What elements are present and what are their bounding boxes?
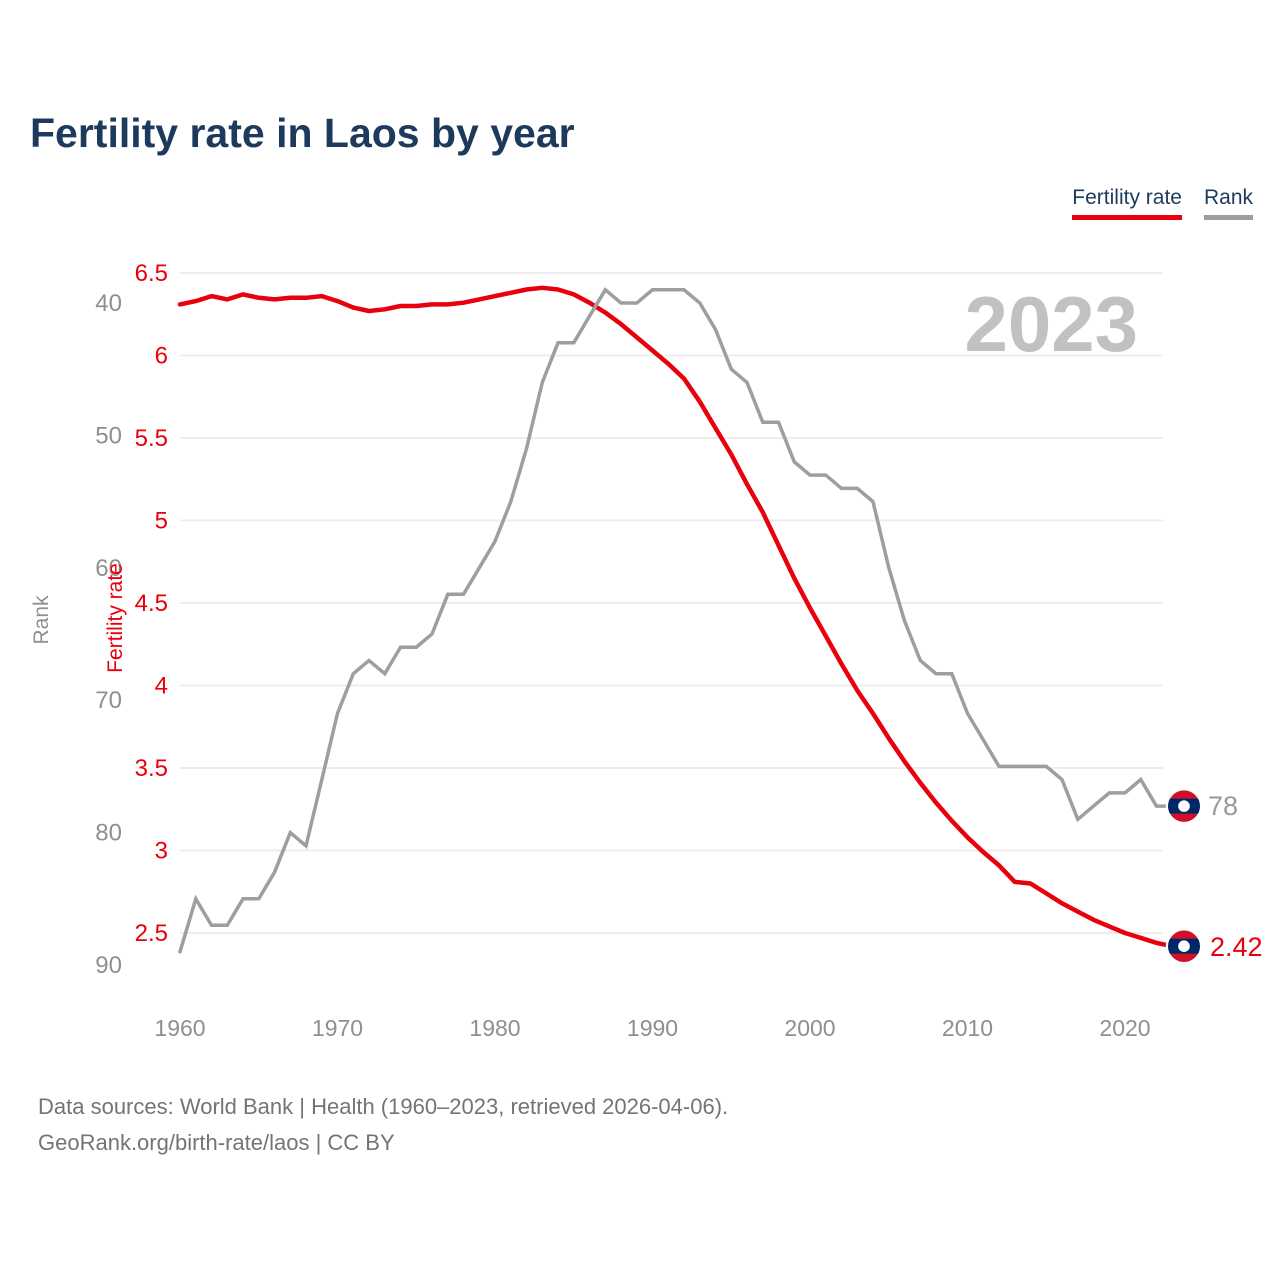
chart-grid: [180, 272, 1163, 934]
year-tick-label: 1960: [154, 1015, 205, 1041]
fertility-tick-label: 2.5: [135, 920, 168, 947]
rank-axis-title: Rank: [30, 595, 53, 645]
year-tick-label: 1970: [312, 1015, 363, 1041]
rank-tick-label: 50: [95, 422, 122, 449]
rank-tick-label: 60: [95, 555, 122, 582]
fertility-axis-title: Fertility rate: [104, 563, 127, 673]
legend: Fertility rate Rank: [1072, 186, 1253, 220]
laos-flag-icon: [1165, 927, 1203, 965]
fertility-line[interactable]: [177, 285, 1175, 949]
watermark-year: 2023: [964, 280, 1138, 368]
series-layer: [177, 285, 1175, 954]
footer: Data sources: World Bank | Health (1960–…: [38, 1089, 728, 1161]
footer-attribution: GeoRank.org/birth-rate/laos | CC BY: [38, 1130, 395, 1155]
fertility-tick-label: 5: [155, 508, 168, 535]
footer-data-sources: Data sources: World Bank | Health (1960–…: [38, 1094, 729, 1119]
rank-tick-label: 40: [95, 290, 122, 317]
year-tick-label: 2000: [784, 1015, 835, 1041]
year-tick-label: 1980: [469, 1015, 520, 1041]
fertility-tick-label: 6: [155, 343, 168, 370]
fertility-tick-label: 4: [155, 673, 168, 700]
flag-white-disc: [1178, 940, 1190, 952]
fertility-tick-label: 4.5: [135, 590, 168, 617]
axis-tick-labels: 6.5 6 5.5 5 4.5 4 3.5 3 2.5 40 50 60 70 80 90 1960 1970 1…: [95, 260, 1150, 1041]
year-tick-label: 1990: [627, 1015, 678, 1041]
fertility-tick-label: 6.5: [135, 260, 168, 287]
fertility-end-label: 2.42: [1210, 932, 1263, 962]
fertility-tick-label: 5.5: [135, 425, 168, 452]
year-tick-label: 2020: [1099, 1015, 1150, 1041]
legend-item-fertility-rate[interactable]: Fertility rate: [1072, 186, 1182, 220]
rank-end-label: 78: [1208, 791, 1238, 821]
rank-tick-label: 90: [95, 952, 122, 979]
page-title: Fertility rate in Laos by year: [30, 110, 575, 156]
fertility-tick-label: 3.5: [135, 755, 168, 782]
flag-white-disc: [1178, 800, 1190, 812]
rank-tick-label: 80: [95, 820, 122, 847]
fertility-tick-label: 3: [155, 838, 168, 865]
laos-flag-icon: [1165, 787, 1203, 825]
year-tick-label: 2010: [942, 1015, 993, 1041]
rank-tick-label: 70: [95, 687, 122, 714]
legend-item-rank[interactable]: Rank: [1203, 186, 1253, 220]
end-marker-layer: [1165, 787, 1203, 965]
rank-line[interactable]: [178, 287, 1175, 954]
